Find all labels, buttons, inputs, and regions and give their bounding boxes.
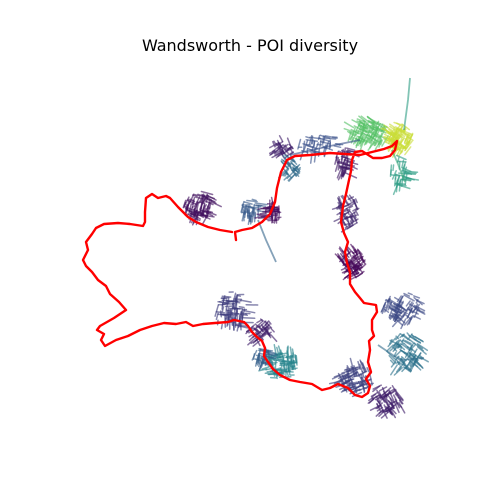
road-east-strand [391, 149, 406, 183]
street-network [182, 77, 429, 419]
street-cluster-south-east-lower [386, 332, 429, 376]
street-cluster-centre-west-small [240, 198, 268, 226]
street-cluster-north-west-corner [268, 135, 295, 160]
street-cluster-centre-north-small [254, 196, 282, 224]
street-cluster-south-centre [258, 343, 298, 380]
road-north-east-up [403, 77, 411, 131]
street-cluster-south-bottom [328, 357, 374, 398]
street-cluster-south-west [214, 291, 259, 332]
street-cluster-north-east-tip [380, 121, 414, 158]
road-north-connector [289, 139, 361, 156]
street-cluster-south-bottom-right [367, 384, 406, 419]
street-cluster-east-upper [331, 194, 360, 233]
street-cluster-south-west-lower [245, 318, 278, 347]
street-cluster-north-east [343, 115, 389, 151]
map-title: Wandsworth - POI diversity [141, 36, 359, 55]
street-cluster-south-east-right [380, 292, 426, 330]
borough-boundary [81, 139, 399, 399]
road-centre-diagonal [257, 219, 277, 263]
street-cluster-west-cluster [182, 190, 222, 226]
street-cluster-north-east-strand [389, 154, 420, 196]
road-south-east [377, 344, 425, 361]
